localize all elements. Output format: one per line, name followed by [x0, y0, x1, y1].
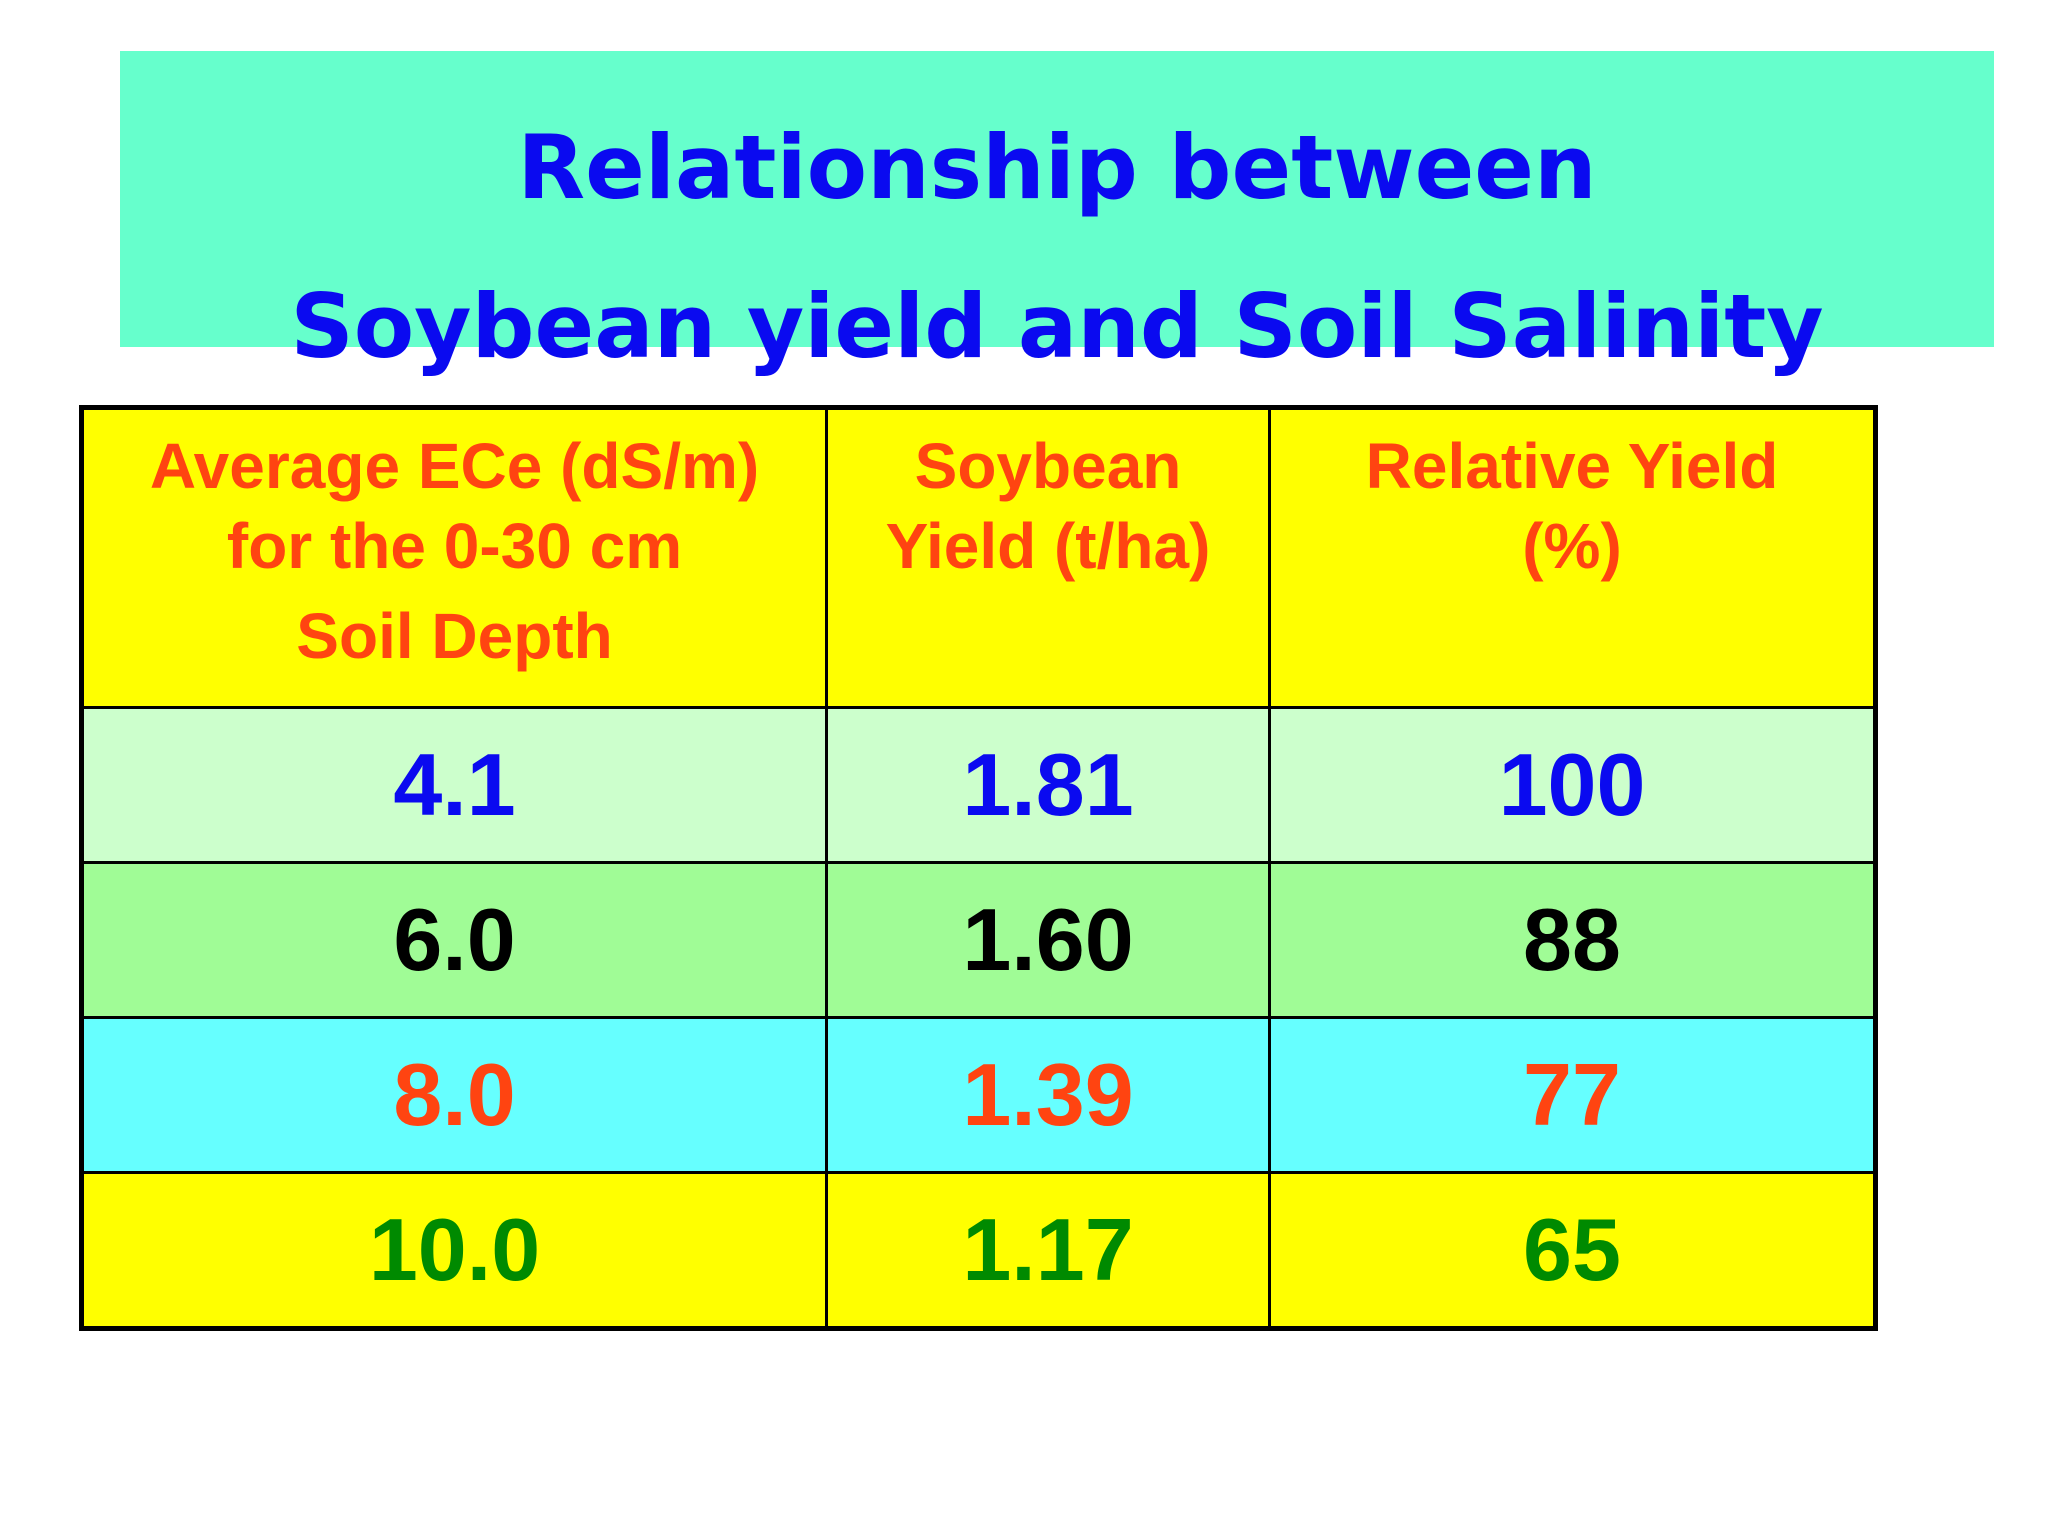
- header-relative-yield-line-2: (%): [1522, 510, 1622, 582]
- cell-relative-yield: 77: [1268, 1016, 1877, 1174]
- cell-average-ece: 8.0: [80, 1016, 828, 1174]
- header-average-ece-line-3: Soil Depth: [296, 600, 613, 672]
- cell-average-ece: 6.0: [80, 861, 828, 1019]
- header-average-ece: Average ECe (dS/m) for the 0-30 cm Soil …: [80, 406, 828, 709]
- slide-title-line-2: Soybean yield and Soil Salinity: [290, 275, 1824, 378]
- header-soybean-yield-line-1: Soybean: [914, 430, 1182, 502]
- cell-average-ece: 10.0: [80, 1171, 828, 1330]
- slide-title-line-1: Relationship between: [517, 116, 1597, 219]
- table-row: 10.0 1.17 65: [80, 1171, 1877, 1330]
- cell-soybean-yield: 1.81: [825, 706, 1271, 864]
- table-row: 8.0 1.39 77: [80, 1016, 1877, 1174]
- cell-soybean-yield: 1.17: [825, 1171, 1271, 1330]
- cell-soybean-yield: 1.39: [825, 1016, 1271, 1174]
- table-header-row: Average ECe (dS/m) for the 0-30 cm Soil …: [80, 406, 1877, 709]
- cell-relative-yield: 88: [1268, 861, 1877, 1019]
- header-relative-yield-line-1: Relative Yield: [1365, 430, 1779, 502]
- cell-relative-yield: 100: [1268, 706, 1877, 864]
- table-row: 4.1 1.81 100: [80, 706, 1877, 864]
- yield-salinity-table: Average ECe (dS/m) for the 0-30 cm Soil …: [79, 405, 1878, 1331]
- header-soybean-yield: Soybean Yield (t/ha): [825, 406, 1271, 709]
- cell-relative-yield: 65: [1268, 1171, 1877, 1330]
- table-row: 6.0 1.60 88: [80, 861, 1877, 1019]
- cell-soybean-yield: 1.60: [825, 861, 1271, 1019]
- header-soybean-yield-line-2: Yield (t/ha): [885, 510, 1211, 582]
- header-relative-yield: Relative Yield (%): [1268, 406, 1877, 709]
- header-average-ece-line-2: for the 0-30 cm: [226, 510, 683, 582]
- title-banner: Relationship between Soybean yield and S…: [120, 51, 1994, 371]
- header-average-ece-line-1: Average ECe (dS/m): [149, 430, 760, 502]
- cell-average-ece: 4.1: [80, 706, 828, 864]
